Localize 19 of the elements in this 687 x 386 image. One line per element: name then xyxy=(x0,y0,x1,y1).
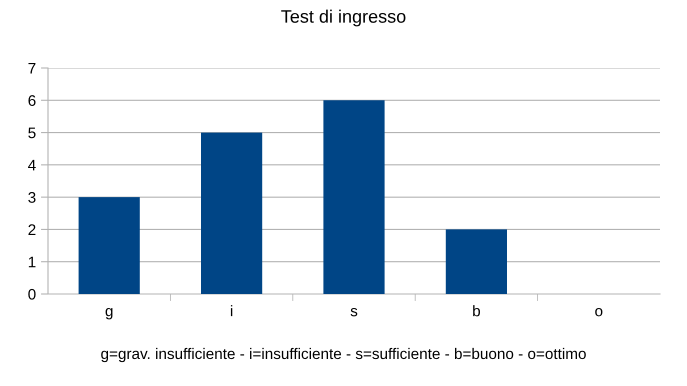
y-tick-label: 0 xyxy=(28,288,36,300)
x-tick-label: g xyxy=(106,308,112,320)
x-tick-label: i xyxy=(230,305,232,316)
y-tick-label: 4 xyxy=(28,160,36,170)
y-tick-label: 5 xyxy=(28,128,36,138)
y-tick-label: 7 xyxy=(28,63,36,74)
x-tick-label: s xyxy=(350,308,358,316)
bar xyxy=(78,197,140,294)
y-tick-label: 1 xyxy=(28,256,36,268)
bar xyxy=(323,100,385,294)
y-tick-label: 2 xyxy=(28,224,36,235)
y-tick-label: 6 xyxy=(28,95,36,106)
bar xyxy=(446,229,507,294)
bar xyxy=(201,132,262,294)
text: g=grav. insufficiente - i=insufficiente - s=sufficiente - b=buono - o=ottimo xyxy=(101,348,586,362)
chart-title: Test di ingresso xyxy=(281,10,406,26)
y-tick-label: 3 xyxy=(28,192,36,203)
x-tick-label: b xyxy=(473,305,480,316)
x-tick-label: o xyxy=(595,308,602,316)
